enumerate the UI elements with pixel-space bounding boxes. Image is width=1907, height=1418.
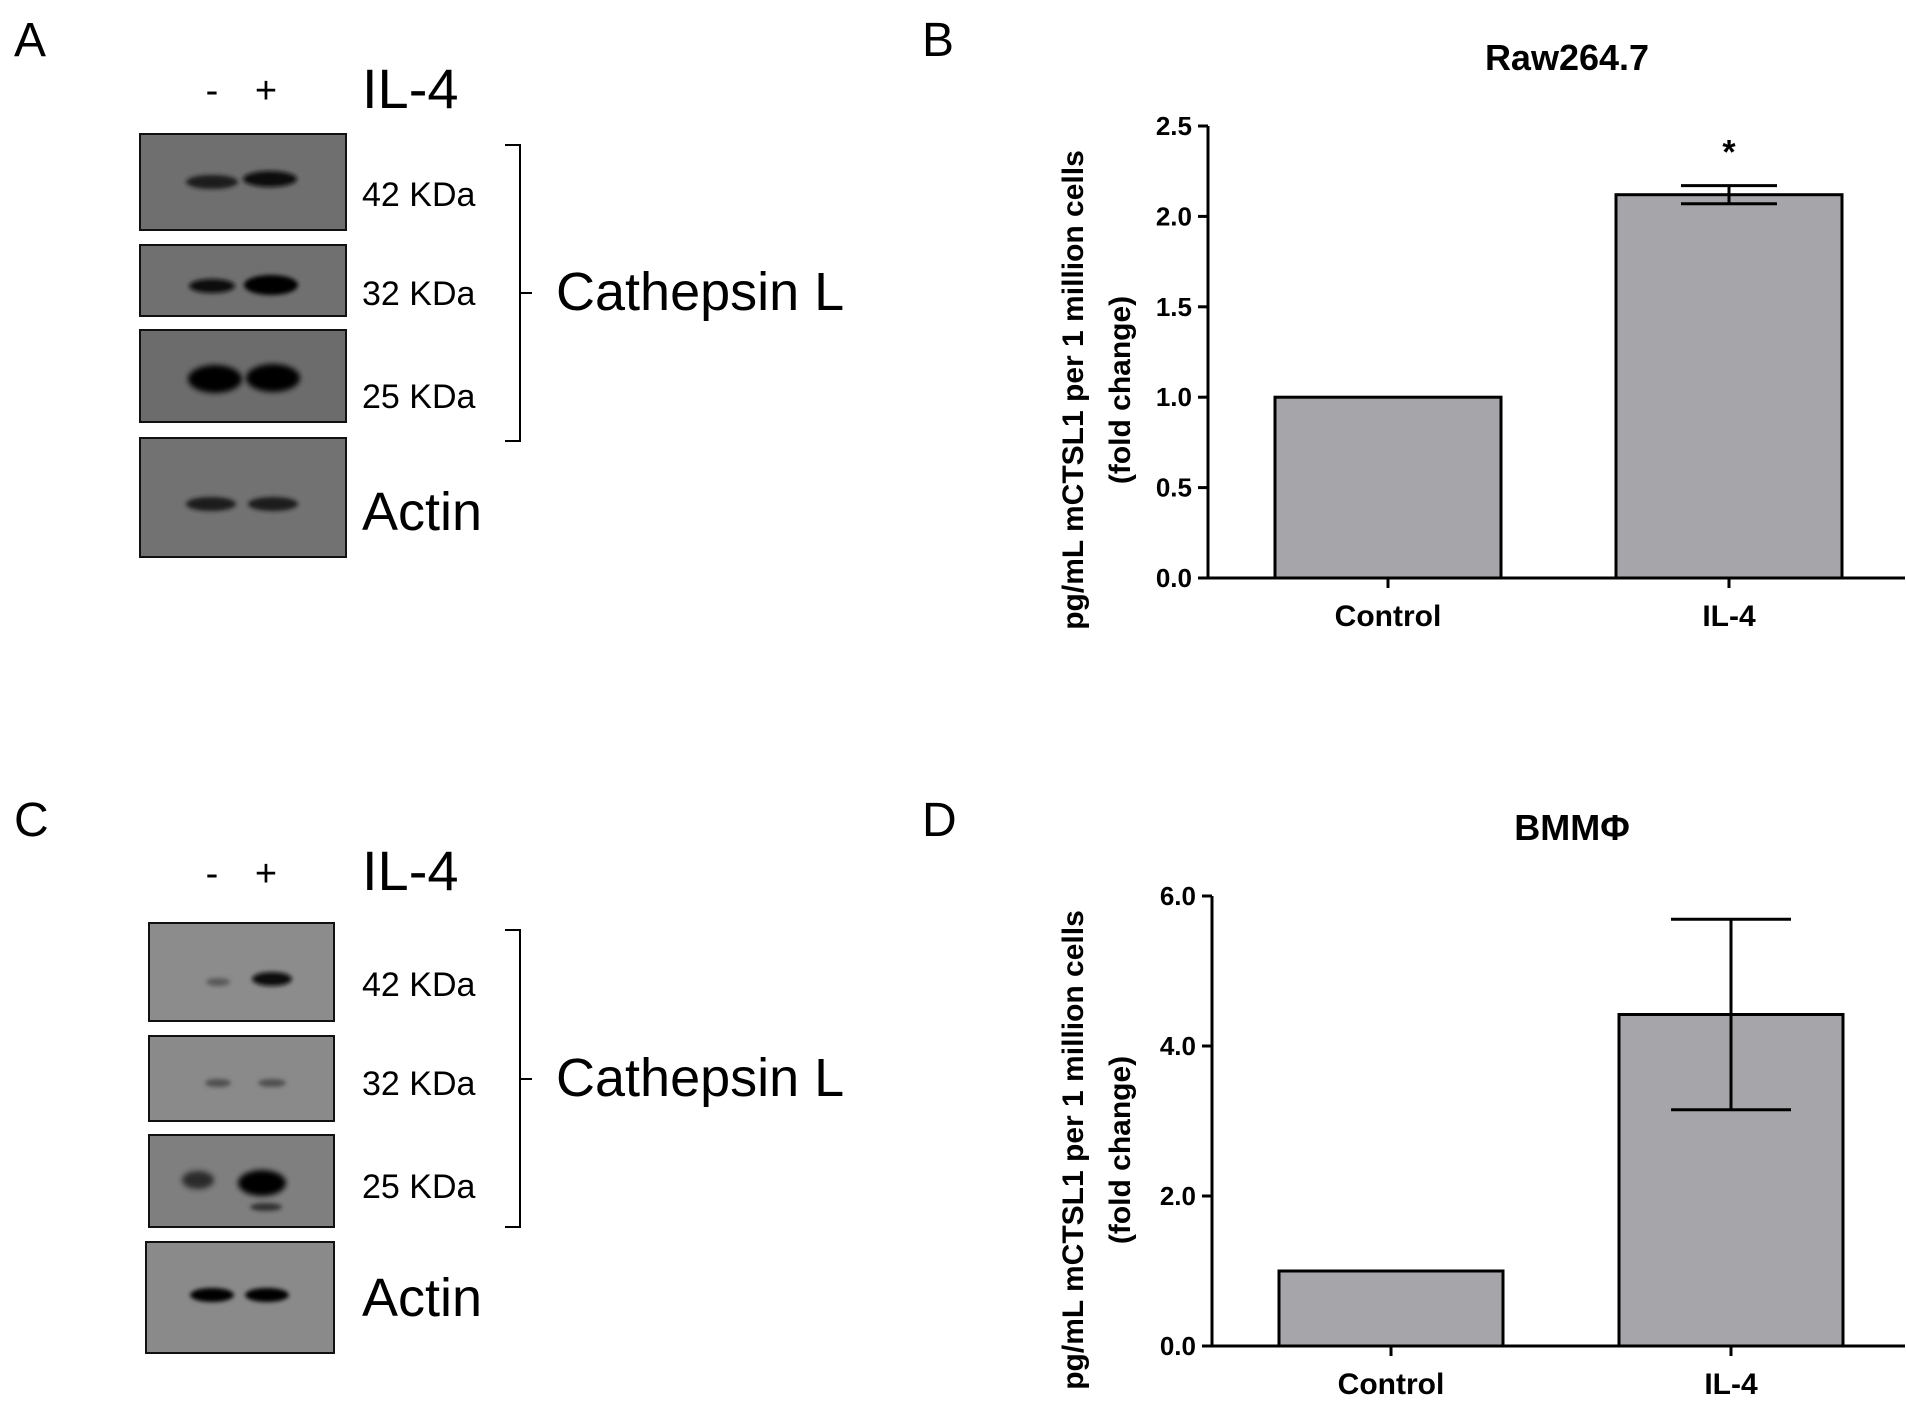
blot-strip-42kda — [139, 133, 347, 231]
band-actin-plus — [248, 497, 298, 511]
x-tick-label: Control — [1335, 600, 1442, 633]
treatment-label: IL-4 — [362, 57, 459, 120]
y-axis-label: pg/mL mCTSL1 per 1 million cells — [1057, 150, 1090, 630]
significance-marker: * — [1722, 134, 1736, 172]
panel-c: C - + IL-4 42 KDa 32 KDa 25 KDa Actin — [14, 794, 844, 1354]
blot-strip-42kda — [148, 922, 335, 1022]
bar-control — [1277, 1269, 1505, 1348]
x-tick-label: IL-4 — [1702, 600, 1756, 633]
y-tick-label: 0.0 — [1160, 1331, 1196, 1361]
band-actin-plus — [245, 1288, 289, 1302]
y-tick-label: 0.5 — [1156, 473, 1192, 503]
lane-plus-label: + — [255, 70, 277, 112]
x-tick-label: Control — [1338, 1368, 1445, 1401]
bar-control — [1273, 395, 1503, 580]
chart-title: BMMΦ — [1514, 807, 1630, 848]
band-42kda-minus — [186, 175, 238, 189]
band-32kda-plus — [244, 275, 298, 295]
chart-title: Raw264.7 — [1485, 37, 1649, 78]
y-axis-label: pg/mL mCTSL1 per 1 million cells — [1057, 910, 1090, 1390]
band-actin-minus — [186, 497, 236, 511]
cathepsin-bracket — [505, 144, 532, 442]
kda-25-label: 25 KDa — [362, 1168, 475, 1206]
band-25kda-plus — [246, 364, 300, 392]
cathepsin-label: Cathepsin L — [556, 262, 844, 322]
kda-25-label: 25 KDa — [362, 378, 475, 416]
kda-42-label: 42 KDa — [362, 966, 475, 1004]
y-tick-label: 6.0 — [1160, 881, 1196, 911]
y-tick-label: 2.5 — [1156, 111, 1192, 141]
panel-letter-d: D — [922, 794, 957, 847]
kda-32-label: 32 KDa — [362, 1065, 475, 1103]
band-42kda-plus — [243, 171, 297, 187]
band-32kda-minus — [189, 279, 235, 293]
actin-label: Actin — [362, 1268, 482, 1328]
y-tick-label: 1.5 — [1156, 292, 1192, 322]
blot-strip-25kda — [148, 1134, 335, 1228]
band-25kda-minus — [188, 365, 242, 393]
panel-letter-b: B — [922, 14, 954, 67]
treatment-label: IL-4 — [362, 839, 459, 902]
y-tick-label: 2.0 — [1156, 201, 1192, 231]
blot-strip-actin — [139, 437, 347, 558]
lane-plus-label: + — [255, 853, 277, 895]
blot-strip-32kda — [139, 244, 347, 317]
x-tick-label: IL-4 — [1704, 1368, 1758, 1401]
band-32kda-minus — [205, 1079, 231, 1087]
bar-il-4 — [1614, 193, 1844, 580]
band-25kda-plus-lower — [250, 1203, 282, 1211]
panel-letter-a: A — [14, 14, 46, 67]
lane-minus-label: - — [206, 853, 219, 895]
blot-strip-actin — [145, 1241, 335, 1354]
band-actin-minus — [190, 1288, 234, 1302]
y-axis-label-line2: (fold change) — [1104, 1056, 1137, 1244]
panel-a: A - + IL-4 42 KDa 32 KDa 25 KDa Actin — [14, 14, 844, 558]
y-tick-label: 2.0 — [1160, 1181, 1196, 1211]
chart-raw264: Raw264.7 pg/mL mCTSL1 per 1 million cells… — [1057, 37, 1905, 633]
y-axis-label-line2: (fold change) — [1104, 296, 1137, 484]
kda-42-label: 42 KDa — [362, 176, 475, 214]
band-42kda-minus — [206, 978, 230, 986]
band-42kda-plus — [252, 972, 292, 986]
y-tick-label: 4.0 — [1160, 1031, 1196, 1061]
band-25kda-minus — [182, 1171, 214, 1189]
chart-bmm: BMMΦ pg/mL mCTSL1 per 1 million cells (fol… — [1057, 807, 1905, 1401]
blot-strip-32kda — [148, 1035, 335, 1122]
cathepsin-bracket — [505, 929, 532, 1228]
lane-minus-label: - — [206, 70, 219, 112]
band-25kda-plus — [238, 1170, 286, 1196]
y-tick-label: 1.0 — [1156, 382, 1192, 412]
cathepsin-label: Cathepsin L — [556, 1048, 844, 1108]
y-tick-label: 0.0 — [1156, 563, 1192, 593]
actin-label: Actin — [362, 482, 482, 542]
blot-strip-25kda — [139, 329, 347, 423]
kda-32-label: 32 KDa — [362, 275, 475, 313]
panel-letter-c: C — [14, 794, 49, 847]
band-32kda-plus — [258, 1079, 286, 1087]
